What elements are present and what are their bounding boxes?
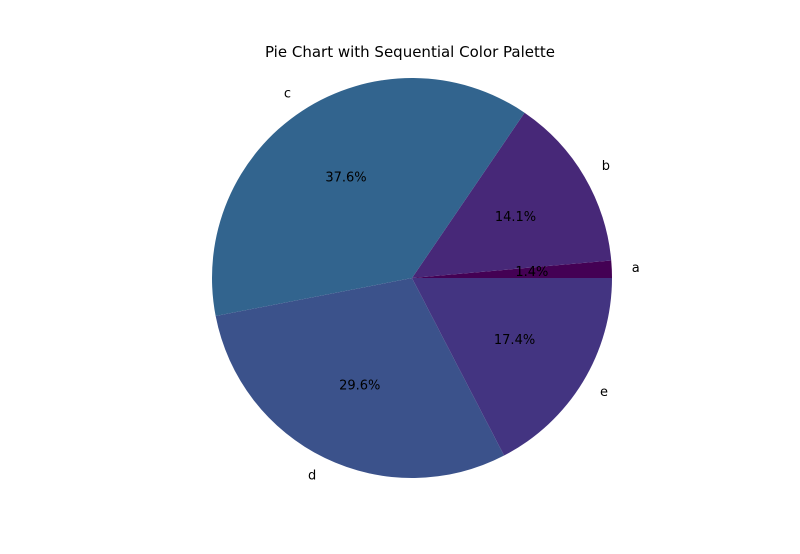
percent-label-e: 17.4% xyxy=(494,333,535,348)
pie-slice-c xyxy=(212,78,525,317)
percent-label-d: 29.6% xyxy=(339,379,380,394)
slice-label-c: c xyxy=(284,87,291,102)
percent-label-a: 1.4% xyxy=(515,265,548,280)
pie-slice-d xyxy=(215,278,505,478)
pie-slice-a xyxy=(412,260,612,278)
slice-label-b: b xyxy=(602,159,610,174)
slice-label-d: d xyxy=(308,469,316,484)
chart-title: Pie Chart with Sequential Color Palette xyxy=(265,43,555,61)
pie-labels: a 1.4% b 14.1% c 37.6% d 29.6% e 17.4% xyxy=(284,87,640,484)
pie-slice-b xyxy=(412,112,612,279)
pie-slices xyxy=(212,78,612,478)
percent-label-b: 14.1% xyxy=(495,210,536,225)
pie-slice-e xyxy=(412,278,612,456)
percent-label-c: 37.6% xyxy=(325,170,366,185)
slice-label-e: e xyxy=(600,385,608,400)
slice-label-a: a xyxy=(632,261,640,276)
